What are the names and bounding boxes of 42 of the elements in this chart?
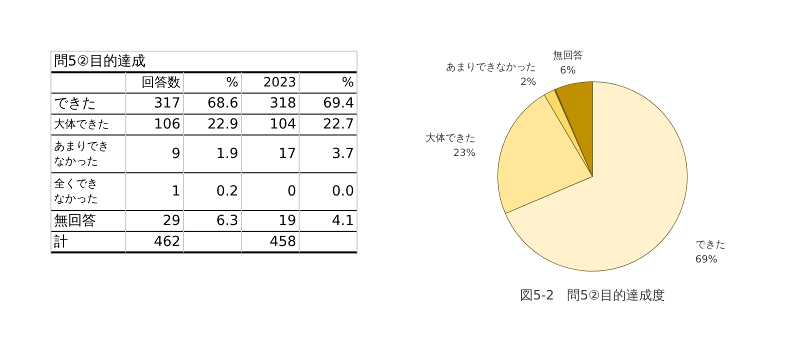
data-label: 69% <box>695 254 718 266</box>
data-label: 0 <box>287 184 296 200</box>
slice-label: 無回答 <box>552 50 583 62</box>
text: 問5②目的達成 <box>54 54 146 70</box>
data-label: 2% <box>520 76 536 88</box>
data-label: 106 <box>154 116 181 133</box>
category-label: 全くできなかった <box>54 177 98 206</box>
data-label: 19 <box>278 212 296 229</box>
text: % <box>226 76 238 91</box>
text: 計 <box>54 234 68 250</box>
data-label: 318 <box>270 96 296 112</box>
data-label: 0.0 <box>332 184 354 200</box>
slice-label: できた <box>695 239 726 250</box>
data-label: 22.7 <box>323 116 354 133</box>
data-label: 23% <box>453 148 476 159</box>
data-label: 104 <box>270 116 296 133</box>
data-label: 317 <box>154 96 181 112</box>
data-label: 9 <box>172 146 181 162</box>
data-label: 1 <box>172 184 181 200</box>
data-label: 3.7 <box>332 146 354 162</box>
data-label: 6.3 <box>216 212 238 229</box>
data-label: 0.2 <box>216 184 238 200</box>
data-label: 4.1 <box>332 212 354 229</box>
text: 458 <box>270 234 296 250</box>
category-label: できた <box>54 96 96 112</box>
slice-label: あまりできなかった <box>446 62 536 73</box>
text: 462 <box>154 234 181 250</box>
data-label: 69.4 <box>323 96 354 112</box>
text: 回答数 <box>142 76 181 91</box>
category-label: 無回答 <box>54 212 96 229</box>
data-label: 6% <box>560 66 576 77</box>
data-label: 1.9 <box>216 146 238 162</box>
data-label: 29 <box>162 212 181 229</box>
text: 図5-2 問5②目的達成度 <box>520 288 666 304</box>
data-label: 68.6 <box>207 96 238 112</box>
data-label: 17 <box>278 146 296 162</box>
text: % <box>342 76 354 91</box>
slice-label: 大体できた <box>425 132 476 144</box>
data-label: 22.9 <box>207 116 238 133</box>
category-label: あまりできなかった <box>54 139 109 168</box>
text: 2023 <box>263 76 296 91</box>
category-label: 大体できた <box>54 118 109 131</box>
